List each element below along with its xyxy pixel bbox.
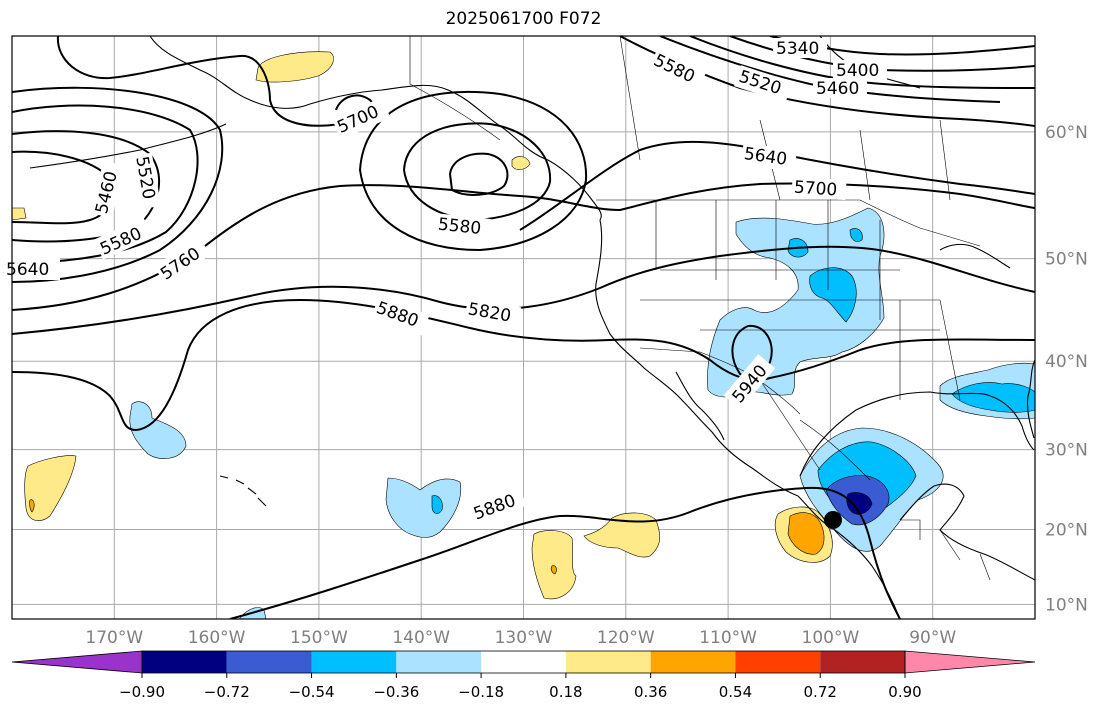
coast-us-west	[595, 219, 901, 619]
contour-label-5340: 5340	[776, 39, 819, 59]
colorbar-tick-label: 0.36	[634, 683, 667, 701]
negative-anomaly-140w-core	[431, 495, 443, 514]
positive-anomaly-mexico-pacific-core	[787, 512, 825, 555]
contour-5520-west	[12, 130, 161, 243]
border-mexico-states	[759, 379, 871, 481]
border-alaska-canada	[409, 36, 501, 141]
colorbar-tick-label: 0.90	[888, 683, 921, 701]
colorbar: −0.90 −0.72 −0.54 −0.36 −0.18 0.18 0.36 0.54 0.7…	[11, 650, 1036, 701]
lon-tick-label: 90°W	[909, 628, 956, 648]
contour-5640-west	[12, 86, 224, 283]
positive-anomaly-edge	[12, 207, 27, 221]
contour-5880	[12, 298, 1035, 432]
negative-anomaly-us-interior-core3	[849, 228, 863, 242]
positive-anomaly-alaska	[255, 51, 334, 83]
lat-tick-label: 30°N	[1045, 441, 1088, 461]
contour-label-5460: 5460	[816, 79, 859, 99]
lat-tick-label: 50°N	[1045, 250, 1088, 270]
contour-5580-west	[12, 104, 199, 264]
positive-anomaly-128w	[531, 530, 577, 600]
lon-tick-label: 100°W	[802, 628, 860, 648]
colorbar-tick-label: −0.18	[458, 683, 504, 701]
chart-title: 2025061700 F072	[445, 9, 602, 29]
colorbar-segment	[481, 651, 566, 673]
contour-label-5580-central: 5580	[437, 215, 482, 239]
colorbar-extend-max	[904, 650, 1036, 674]
contour-5700	[56, 36, 588, 252]
contour-5640-central	[402, 122, 552, 222]
colorbar-tick-label: −0.90	[119, 683, 165, 701]
lat-tick-label: 20°N	[1045, 520, 1088, 540]
colorbar-tick-label: 0.54	[719, 683, 752, 701]
colorbar-segment	[820, 651, 905, 673]
colorbar-segment	[735, 651, 821, 673]
coastlines	[29, 36, 1035, 619]
border-states-1	[640, 200, 961, 401]
lon-tick-label: 120°W	[597, 628, 655, 648]
coast-great-lakes	[939, 243, 1011, 269]
border-us-canada	[596, 199, 981, 247]
lon-tick-label: 150°W	[290, 628, 348, 648]
coast-baja	[675, 371, 725, 441]
contour-5520-north	[659, 36, 1001, 103]
colorbar-tick-label: −0.72	[204, 683, 250, 701]
negative-anomaly-140w	[385, 477, 462, 538]
anomaly-shading	[12, 51, 1035, 619]
colorbar-tick-label: −0.36	[373, 683, 419, 701]
contour-5880-south	[229, 486, 901, 619]
contour-label-5640-west: 5640	[6, 260, 49, 280]
coast-gulf	[799, 391, 1035, 477]
colorbar-segment	[226, 651, 312, 673]
colorbar-segment	[311, 651, 397, 673]
colorbar-extend-min	[11, 650, 143, 674]
contour-label-5400: 5400	[836, 61, 879, 81]
negative-anomaly-us-interior-core2	[809, 267, 857, 323]
contour-5820	[12, 245, 1035, 335]
latitude-labels: 60°N 50°N 40°N 30°N 20°N 10°N	[1045, 123, 1088, 616]
colorbar-tick-label: 0.18	[549, 683, 582, 701]
colorbar-outline	[141, 650, 906, 674]
colorbar-tick-label: 0.72	[804, 683, 837, 701]
lat-tick-label: 60°N	[1045, 123, 1088, 143]
positive-anomaly-se-alaska	[511, 156, 531, 170]
coast-hawaii	[219, 475, 267, 507]
lon-tick-label: 160°W	[188, 628, 246, 648]
colorbar-segment	[142, 651, 227, 673]
contour-label-5700: 5700	[793, 177, 838, 200]
coast-yucatan	[899, 483, 1035, 581]
lon-tick-label: 170°W	[85, 628, 143, 648]
longitude-labels: 170°W 160°W 150°W 140°W 130°W 120°W 110°W 100°W…	[85, 628, 956, 648]
positive-anomaly-west-pacific	[24, 455, 77, 521]
contour-5580-central	[448, 152, 509, 196]
colorbar-segment	[396, 651, 482, 673]
colorbar-segment	[565, 651, 651, 673]
lon-tick-label: 110°W	[699, 628, 757, 648]
colorbar-segment	[650, 651, 736, 673]
coast-us-east	[1026, 359, 1035, 439]
lon-tick-label: 130°W	[495, 628, 553, 648]
lon-tick-label: 140°W	[392, 628, 450, 648]
coast-alaska	[149, 36, 602, 221]
lat-tick-label: 10°N	[1045, 595, 1088, 615]
border-central-america	[900, 519, 991, 581]
storm-center-marker	[824, 511, 842, 529]
coast-aleutians	[29, 123, 227, 169]
map-frame	[11, 35, 1036, 620]
positive-anomaly-west-pacific-core	[29, 499, 35, 513]
colorbar-tick-label: −0.54	[289, 683, 335, 701]
positive-anomaly-128w-core	[550, 565, 557, 575]
lat-tick-label: 40°N	[1045, 352, 1088, 372]
negative-anomaly-central-pacific	[129, 401, 187, 459]
negative-anomaly-gulf-mexico-core	[846, 492, 873, 515]
